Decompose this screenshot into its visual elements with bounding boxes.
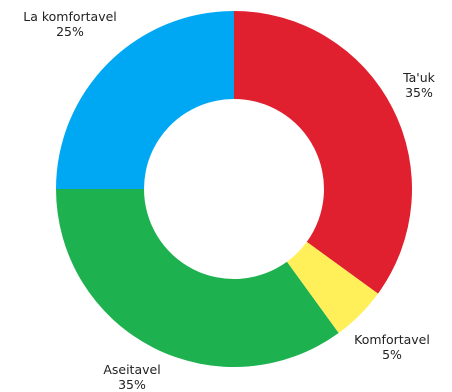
slice-group <box>55 11 412 368</box>
slice-komfortavel <box>286 241 379 334</box>
slice-percent-aseitavel: 35% <box>118 377 146 392</box>
slice-aseitavel <box>55 189 339 368</box>
slice-label-ta-uk: Ta'uk <box>402 70 436 85</box>
slice-percent-la-komfortavel: 25% <box>56 24 84 39</box>
slice-label-komfortavel: Komfortavel <box>354 332 430 347</box>
slice-label-aseitavel: Aseitavel <box>103 362 160 377</box>
slice-percent-ta-uk: 35% <box>405 85 433 100</box>
slice-label-la-komfortavel: La komfortavel <box>23 9 117 24</box>
slice-la-komfortavel <box>56 11 234 189</box>
slice-percent-komfortavel: 5% <box>382 347 402 362</box>
slice-ta-uk <box>234 11 412 294</box>
